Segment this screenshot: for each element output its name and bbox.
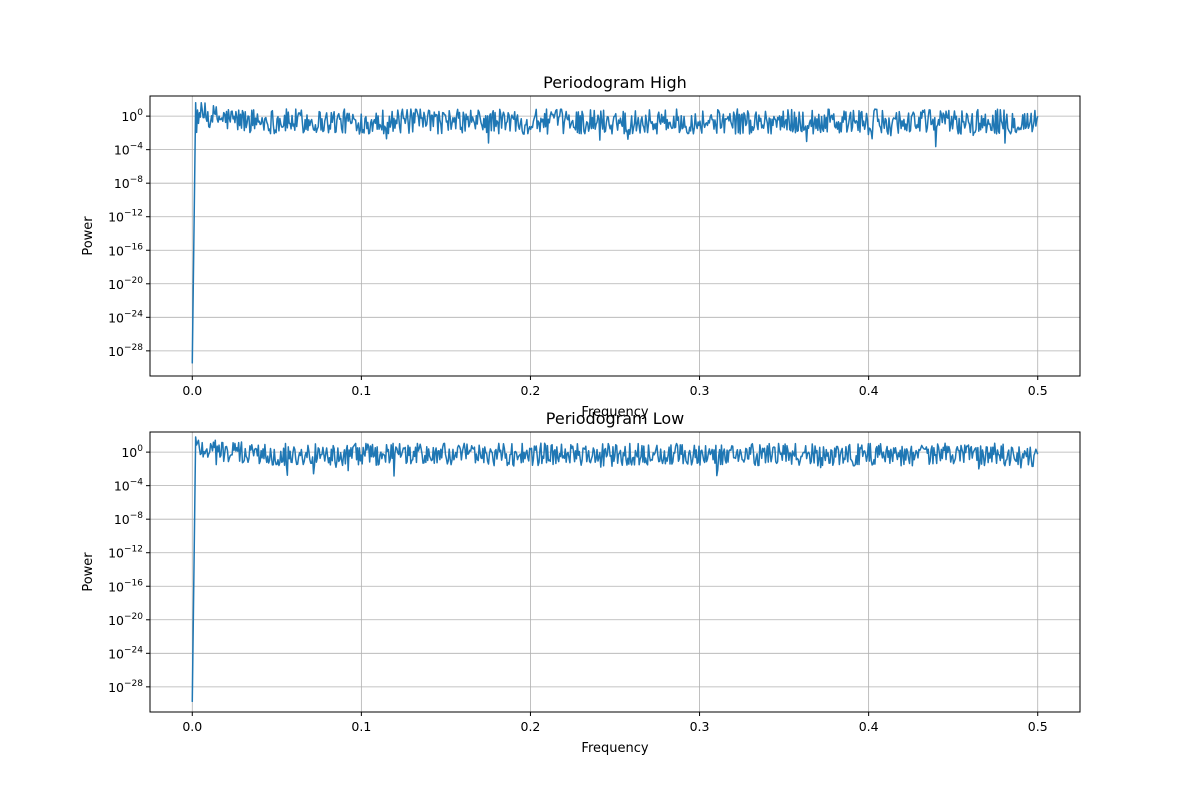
x-tick-label: 0.5 [1028, 719, 1048, 734]
y-ticks: 100 10−4 10−8 10−12 10−16 10−20 10−24 10−28 [108, 108, 150, 359]
y-tick-label: 100 [121, 444, 143, 460]
y-tick-label: 10−20 [108, 276, 143, 292]
y-tick-label: 10−24 [108, 645, 143, 661]
x-tick-label: 0.0 [182, 383, 202, 398]
grid-lines [150, 432, 1080, 712]
y-tick-label: 10−24 [108, 309, 143, 325]
y-tick-label: 10−4 [114, 478, 143, 494]
y-tick-label: 100 [121, 108, 143, 124]
x-axis-label: Frequency [581, 405, 648, 420]
y-axis-label: Power [81, 552, 96, 592]
x-tick-label: 0.3 [690, 383, 710, 398]
subplot-periodogram-high: 0.0 0.1 0.2 0.3 0.4 0.5 100 10−4 10−8 10−12 10−16… [81, 73, 1081, 420]
y-axis-label: Power [81, 216, 96, 256]
x-ticks: 0.0 0.1 0.2 0.3 0.4 0.5 [182, 376, 1048, 398]
x-tick-label: 0.4 [859, 719, 879, 734]
chart-title: Periodogram Low [546, 409, 684, 428]
x-tick-label: 0.3 [690, 719, 710, 734]
x-ticks: 0.0 0.1 0.2 0.3 0.4 0.5 [182, 712, 1048, 734]
axes-frame [149, 431, 1081, 713]
y-ticks: 100 10−4 10−8 10−12 10−16 10−20 10−24 10−28 [108, 444, 150, 695]
y-tick-label: 10−8 [114, 511, 143, 527]
y-tick-label: 10−20 [108, 612, 143, 628]
periodogram-low-line [191, 436, 1039, 702]
x-tick-label: 0.1 [351, 719, 371, 734]
y-tick-label: 10−28 [108, 343, 143, 359]
x-tick-label: 0.5 [1028, 383, 1048, 398]
y-tick-label: 10−12 [108, 545, 143, 561]
x-tick-label: 0.2 [521, 719, 541, 734]
periodogram-high-line [191, 101, 1039, 364]
y-tick-label: 10−4 [114, 142, 143, 158]
x-tick-label: 0.4 [859, 383, 879, 398]
x-axis-label: Frequency [581, 741, 648, 756]
y-tick-label: 10−28 [108, 679, 143, 695]
x-tick-label: 0.0 [182, 719, 202, 734]
y-tick-label: 10−8 [114, 175, 143, 191]
axes-frame [149, 95, 1081, 377]
x-tick-label: 0.2 [521, 383, 541, 398]
chart-title: Periodogram High [543, 73, 687, 92]
y-tick-label: 10−16 [108, 578, 143, 594]
y-tick-label: 10−12 [108, 209, 143, 225]
x-tick-label: 0.1 [351, 383, 371, 398]
subplot-periodogram-low: 0.0 0.1 0.2 0.3 0.4 0.5 100 10−4 10−8 10−12 10−16… [81, 409, 1081, 756]
y-tick-label: 10−16 [108, 242, 143, 258]
